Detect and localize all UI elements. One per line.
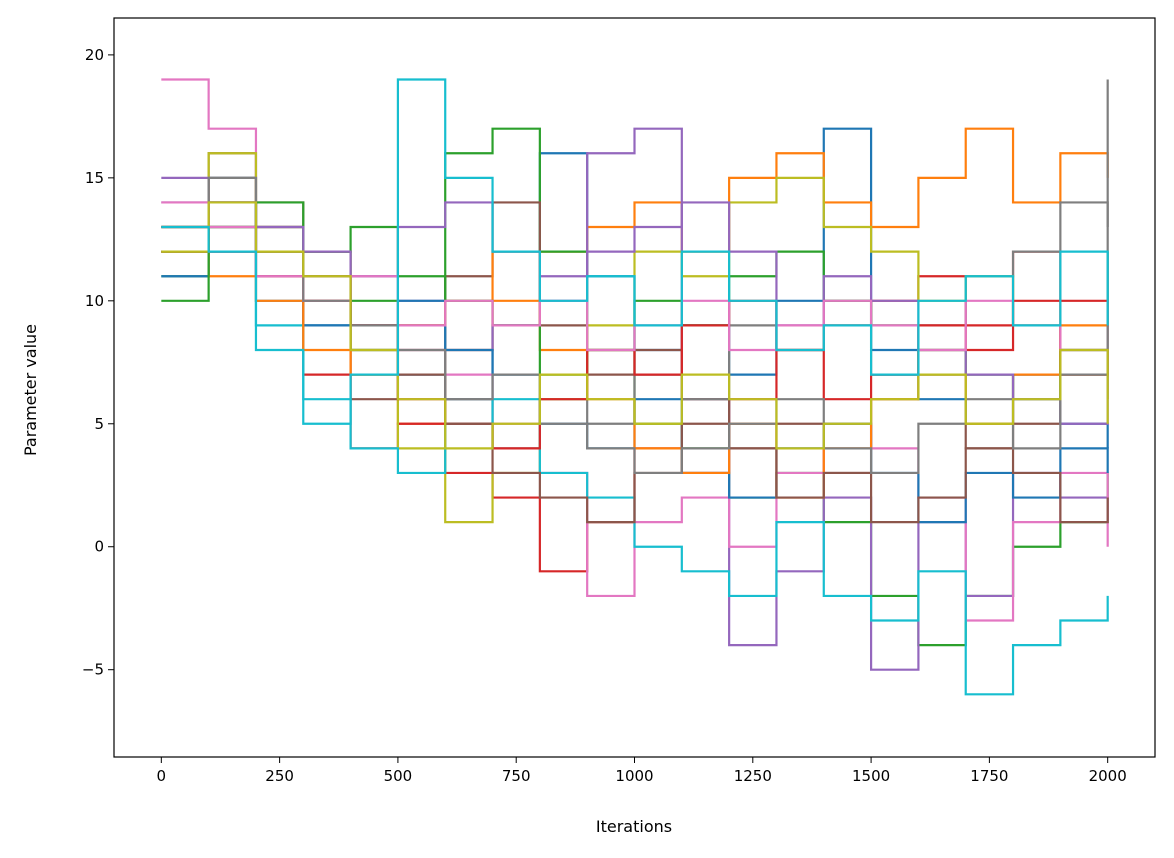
x-tick-label: 750	[502, 767, 531, 785]
x-tick-label: 2000	[1089, 767, 1127, 785]
x-axis: 0 250 500 750 1000 1250 1500 1750 2000	[157, 757, 1127, 785]
y-tick-label: 0	[94, 538, 104, 556]
x-axis-label: Iterations	[596, 817, 672, 836]
x-tick-label: 500	[384, 767, 413, 785]
x-tick-label: 1250	[734, 767, 772, 785]
y-tick-label: 5	[94, 415, 104, 433]
series-line-15	[161, 176, 1109, 425]
y-axis-label: Parameter value	[21, 324, 40, 456]
x-tick-label: 1750	[970, 767, 1008, 785]
series-line-19	[161, 201, 1109, 450]
y-tick-label: 20	[85, 46, 104, 64]
series-layer	[161, 78, 1109, 696]
series-line-20	[161, 78, 1109, 425]
y-tick-label: 10	[85, 292, 104, 310]
y-tick-label: 15	[85, 169, 104, 187]
y-axis: −5 0 5 10 15 20	[82, 46, 114, 679]
x-tick-label: 1500	[852, 767, 890, 785]
y-tick-label: −5	[82, 661, 104, 679]
x-tick-label: 250	[265, 767, 294, 785]
series-line-10	[161, 225, 1109, 696]
x-tick-label: 0	[157, 767, 167, 785]
x-tick-label: 1000	[615, 767, 653, 785]
